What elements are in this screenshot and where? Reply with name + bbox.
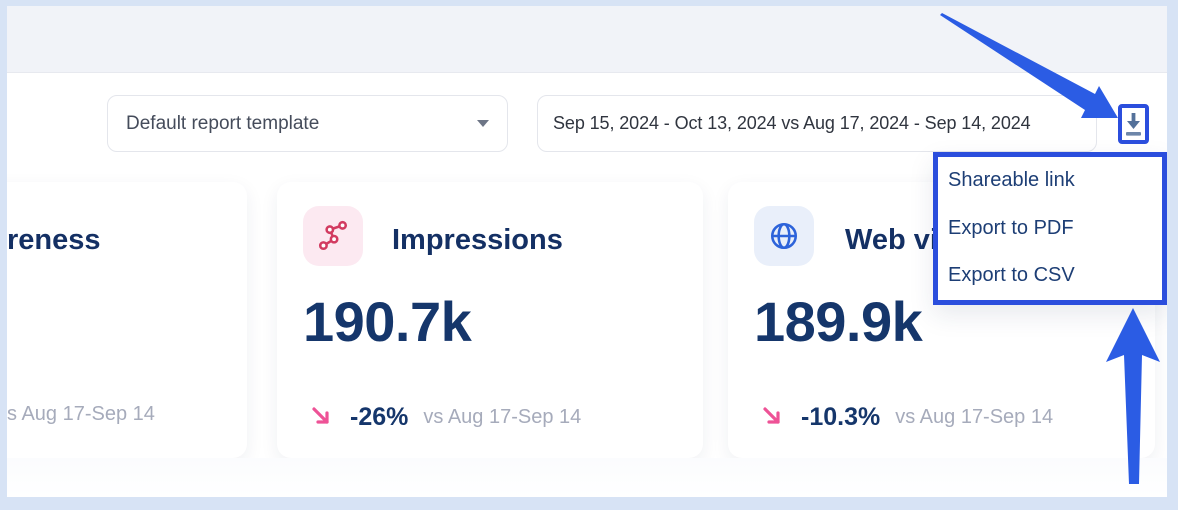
menu-item-label: Shareable link [948,169,1075,192]
globe-icon [768,220,800,252]
scatter-icon [316,219,350,253]
metric-card-awareness[interactable]: reness s Aug 17-Sep 14 [7,182,247,458]
card-comparison-fragment: s Aug 17-Sep 14 [7,403,155,425]
trend-down-arrow-icon [309,404,335,430]
trend-compare: vs Aug 17-Sep 14 [423,405,582,428]
menu-item-export-pdf[interactable]: Export to PDF [938,205,1162,253]
menu-item-label: Export to CSV [948,264,1075,287]
web-visits-icon-tile [754,206,814,266]
trend-down-arrow-icon [760,404,786,430]
trend-row: -26% vs Aug 17-Sep 14 [309,400,581,434]
report-template-value: Default report template [126,112,320,134]
content-below-cards [7,458,1167,497]
download-icon [1124,111,1143,137]
impressions-icon-tile [303,206,363,266]
trend-change: -26% [350,402,409,431]
menu-item-shareable-link[interactable]: Shareable link [938,157,1162,205]
card-title: Impressions [392,224,563,256]
card-value: 189.9k [754,290,923,353]
menu-item-export-csv[interactable]: Export to CSV [938,252,1162,300]
report-template-select[interactable]: Default report template [107,95,508,152]
trend-change: -10.3% [801,402,881,431]
card-value: 190.7k [303,290,472,353]
app-window: Default report template Sep 15, 2024 - O… [7,6,1167,497]
chevron-down-icon [477,120,489,127]
menu-item-label: Export to PDF [948,216,1074,239]
trend-compare: vs Aug 17-Sep 14 [895,405,1054,428]
date-range-value: Sep 15, 2024 - Oct 13, 2024 vs Aug 17, 2… [553,113,1031,133]
export-menu: Shareable link Export to PDF Export to C… [933,152,1167,305]
export-download-button[interactable] [1118,104,1149,144]
metric-card-impressions[interactable]: Impressions 190.7k -26% vs Aug 17-Sep 14 [277,182,703,458]
date-range-select[interactable]: Sep 15, 2024 - Oct 13, 2024 vs Aug 17, 2… [537,95,1097,152]
page-header-band [7,6,1167,73]
card-title-fragment: reness [7,224,101,256]
trend-row: -10.3% vs Aug 17-Sep 14 [760,400,1053,434]
